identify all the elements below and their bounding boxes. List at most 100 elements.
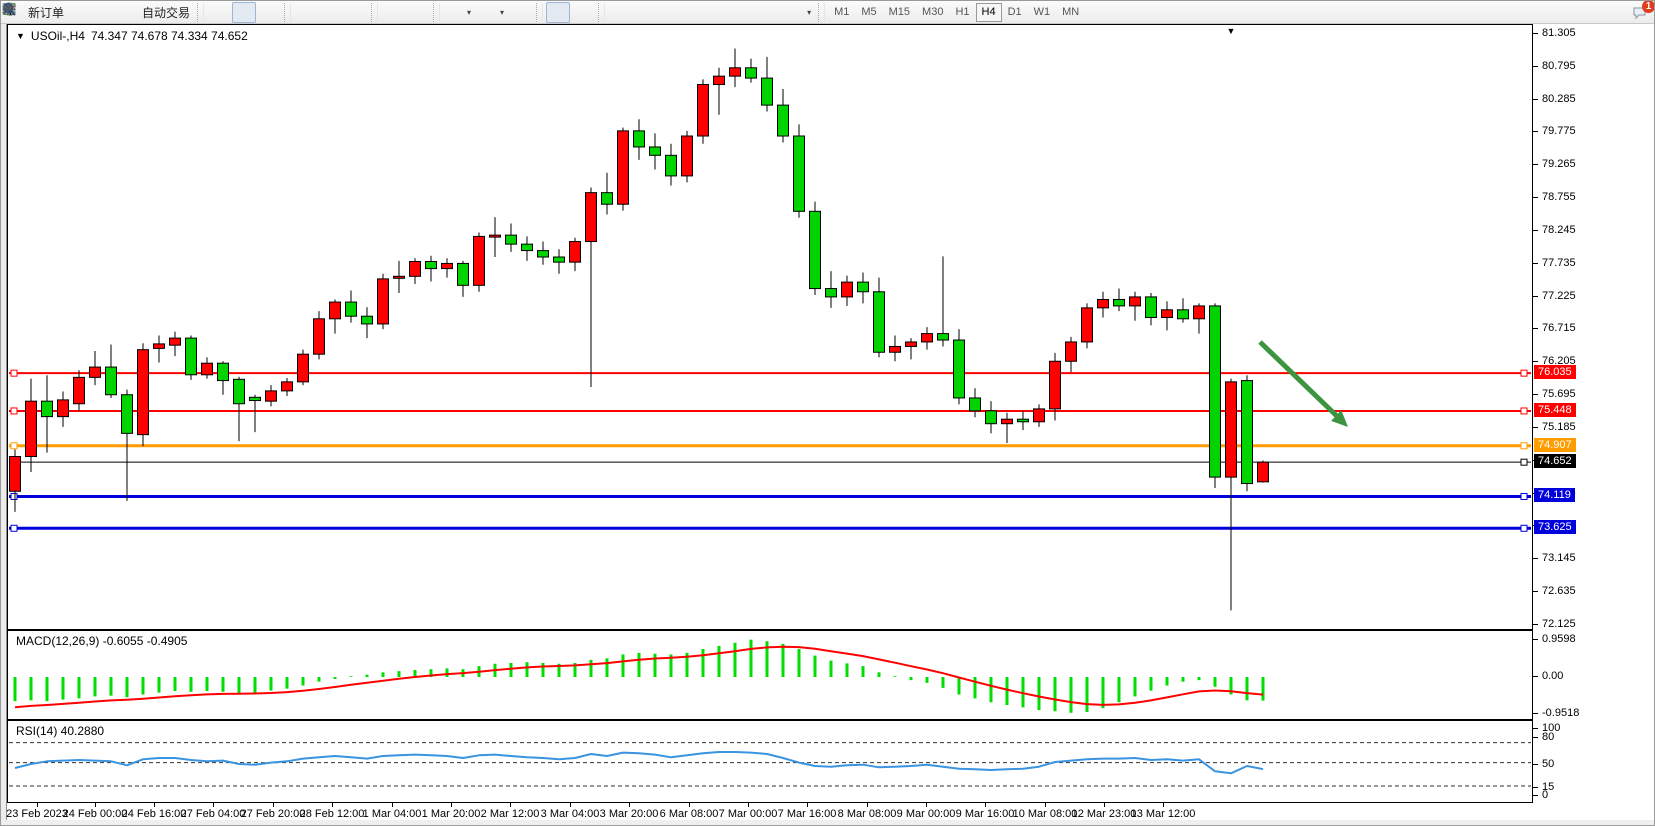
candle-body <box>1033 408 1045 423</box>
macd-panel[interactable]: MACD(12,26,9) -0.6055 -0.4905 <box>7 630 1533 720</box>
time-axis-label: 24 Feb 16:00 <box>121 808 187 820</box>
price-tick: 75.185 <box>1533 420 1576 434</box>
fibonacci-tool-button[interactable]: F <box>3 2 732 23</box>
time-axis-tick <box>510 803 511 807</box>
macd-axis-tick: 0.00 <box>1533 669 1563 683</box>
search-icon[interactable] <box>3 3 1626 20</box>
line-chart-icon <box>2 4 277 20</box>
candle-body <box>1145 296 1157 319</box>
current-candle-marker: ▼ <box>1226 26 1236 36</box>
tile-windows-button[interactable] <box>3 2 368 23</box>
candle-body <box>617 130 629 205</box>
candle-body <box>249 396 261 402</box>
timeframe-m1[interactable]: M1 <box>834 6 850 18</box>
toolbar-separator <box>433 2 441 22</box>
candle-body <box>1097 298 1109 309</box>
rsi-label: RSI(14) 40.2880 <box>16 724 105 738</box>
candle-body <box>873 291 885 353</box>
toolbar-separator <box>536 2 544 22</box>
zoom-in-button[interactable] <box>3 2 318 23</box>
candle-body <box>73 376 85 405</box>
charts-window-button[interactable] <box>2 2 93 23</box>
price-tick: 75.695 <box>1533 387 1576 401</box>
shapes-tool-button[interactable]: ▾ <box>3 2 815 23</box>
add-indicator-button[interactable]: ▾ <box>2 2 475 23</box>
channel-tool-button[interactable]: E <box>2 2 707 23</box>
templates-button[interactable] <box>2 2 533 23</box>
zoom-out-button[interactable] <box>3 2 343 23</box>
candle-body <box>585 192 597 243</box>
price-tick: 73.145 <box>1533 551 1576 565</box>
cursor-tool-button[interactable] <box>5 1 571 23</box>
timeframe-mn[interactable]: MN <box>1062 6 1080 18</box>
price-tick: 78.245 <box>1533 223 1576 237</box>
hline-anchor <box>1520 524 1528 532</box>
timeframe-d1[interactable]: D1 <box>1007 6 1022 18</box>
signal-green-icon <box>2 2 114 20</box>
trend-arrow-head <box>1331 410 1348 427</box>
hline-tool-button[interactable] <box>3 2 657 23</box>
text-tool-button[interactable]: A <box>5 2 757 23</box>
rsi-line <box>14 751 1264 775</box>
window-left-frame <box>1 24 7 825</box>
candle-body <box>937 333 949 341</box>
timeframe-h4[interactable]: H4 <box>975 2 1002 22</box>
candle-body <box>857 281 869 293</box>
rsi-panel[interactable]: RSI(14) 40.2880 <box>7 720 1533 803</box>
time-axis[interactable]: 23 Feb 2023 24 Feb 00:00 24 Feb 16:00 27 Fe… <box>6 802 1533 825</box>
auto-scroll-button[interactable] <box>3 2 405 23</box>
time-axis-tick <box>37 803 38 807</box>
price-axis[interactable]: 81.305 80.795 80.285 79.775 79.265 78.755 78.2… <box>1533 24 1654 802</box>
line-chart-button[interactable] <box>2 2 281 23</box>
community-button[interactable] <box>2 2 118 23</box>
candle-body <box>1225 381 1237 478</box>
timeframe-m30[interactable]: M30 <box>922 6 944 18</box>
fibonacci-icon: F <box>3 4 728 20</box>
candle-body <box>553 256 565 263</box>
candle-body <box>1049 360 1061 410</box>
candle-body <box>41 400 53 418</box>
time-axis-tick <box>392 803 393 807</box>
timeframe-h1[interactable]: H1 <box>955 6 970 18</box>
candle-body <box>729 67 741 77</box>
candle-body <box>409 261 421 277</box>
candle-body <box>329 301 341 320</box>
candle-body <box>1129 296 1141 307</box>
notifications-icon[interactable]: 1 <box>1632 1 1654 20</box>
autotrade-button[interactable]: 自动交易 <box>3 2 194 23</box>
candle-body <box>361 315 373 325</box>
candle-body <box>1065 341 1077 362</box>
price-line-label: 74.907 <box>1534 437 1576 452</box>
main-chart-panel[interactable]: ▼ USOil-,H4 74.347 74.678 74.334 74.652 … <box>7 24 1533 630</box>
candle-body <box>217 362 229 382</box>
candle-body <box>489 234 501 238</box>
time-axis-label: 10 Mar 08:00 <box>1012 808 1078 820</box>
time-axis-label: 2 Mar 12:00 <box>480 808 540 820</box>
auto-scroll-icon <box>3 4 401 20</box>
toolbar-right: 1 <box>3 1 1654 20</box>
price-tick: 80.795 <box>1533 59 1576 73</box>
periods-button[interactable]: ▾ <box>3 2 508 23</box>
candle-body <box>1209 305 1221 478</box>
candle-body <box>457 262 469 286</box>
hline-anchor <box>10 442 18 450</box>
vline-tool-button[interactable] <box>8 2 632 23</box>
collapse-arrow-icon[interactable]: ▼ <box>16 31 25 41</box>
text-label-icon: T <box>2 3 778 20</box>
time-axis-tick <box>689 803 690 807</box>
time-axis-label: 9 Mar 00:00 <box>896 808 956 820</box>
chart-shift-button[interactable] <box>3 2 430 23</box>
candlestick-chart-button[interactable] <box>3 1 257 23</box>
candle-body <box>889 345 901 353</box>
candle-body <box>1161 309 1173 319</box>
timeframe-m15[interactable]: M15 <box>888 6 911 18</box>
timeframe-w1[interactable]: W1 <box>1033 6 1051 18</box>
time-axis-label: 1 Mar 20:00 <box>421 808 481 820</box>
timeframe-m5[interactable]: M5 <box>861 6 877 18</box>
bar-chart-button[interactable] <box>3 2 231 23</box>
macd-chart <box>13 639 1265 713</box>
candlestick-chart[interactable] <box>8 25 1532 629</box>
trendline-tool-button[interactable] <box>3 2 682 23</box>
crosshair-tool-button[interactable] <box>3 2 595 23</box>
label-tool-button[interactable]: T <box>2 2 782 23</box>
